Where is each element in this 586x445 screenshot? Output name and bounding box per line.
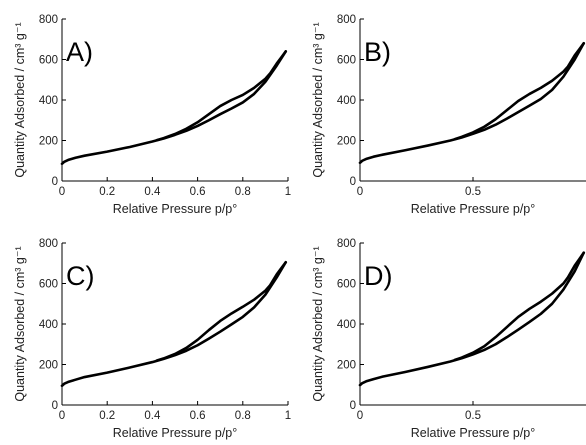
y-tick-label: 200 (337, 136, 356, 148)
y-tick-label: 400 (39, 95, 58, 107)
y-tick-label: 800 (39, 14, 58, 26)
x-tick-label: 0 (357, 186, 363, 198)
desorption-branch-line (453, 251, 586, 362)
y-tick-label: 400 (39, 319, 58, 331)
panel-letter: B) (364, 37, 391, 67)
adsorption-branch-line (60, 50, 288, 166)
y-tick-label: 800 (39, 238, 58, 250)
y-tick-label: 200 (39, 360, 58, 372)
y-tick-label: 0 (350, 176, 356, 188)
y-tick-label: 200 (337, 360, 356, 372)
x-tick-label: 0.4 (144, 410, 161, 422)
y-tick-label: 800 (337, 238, 356, 250)
x-tick-label: 0.6 (190, 186, 206, 198)
y-tick-label: 600 (337, 279, 356, 291)
panel-1: 0 200 400 600 800 0 0.2 0.4 0.6 0.8 1 Relative Pres… (13, 14, 291, 216)
x-tick-label: 0.8 (235, 186, 251, 198)
y-tick-label: 600 (39, 55, 58, 67)
y-tick-label: 400 (337, 95, 356, 107)
panel-4: 0 200 400 600 800 0 0.5 Relative Pressure p/p° Q… (311, 238, 586, 440)
y-tick-label: 0 (52, 400, 58, 412)
y-axis-title: Quantity Adsorbed / cm³ g⁻¹ (311, 22, 325, 177)
x-tick-label: 0.2 (99, 410, 115, 422)
x-tick-label: 0.2 (99, 186, 115, 198)
x-tick-label: 1 (285, 410, 291, 422)
y-tick-label: 600 (39, 279, 58, 291)
y-tick-label: 200 (39, 136, 58, 148)
x-axis-title: Relative Pressure p/p° (411, 426, 536, 440)
panel-2: 0 200 400 600 800 0 0.5 Relative Pressure p/p° Q… (311, 14, 586, 216)
x-tick-label: 0.8 (235, 410, 251, 422)
x-axis-title: Relative Pressure p/p° (411, 202, 536, 216)
x-tick-label: 0.6 (190, 410, 206, 422)
panel-letter: A) (66, 37, 93, 67)
adsorption-branch-line (60, 260, 288, 388)
desorption-branch-line (453, 42, 586, 141)
adsorption-branch-line (358, 251, 586, 387)
y-tick-label: 0 (350, 400, 356, 412)
y-tick-label: 0 (52, 176, 58, 188)
y-axis-title: Quantity Adsorbed / cm³ g⁻¹ (13, 246, 27, 401)
panel-3: 0 200 400 600 800 0 0.2 0.4 0.6 0.8 1 Relative Pres… (13, 238, 291, 440)
x-tick-label: 0 (59, 186, 65, 198)
x-axis-title: Relative Pressure p/p° (113, 426, 238, 440)
x-axis-title: Relative Pressure p/p° (113, 202, 238, 216)
x-tick-label: 0.4 (144, 186, 161, 198)
panel-letter: D) (364, 261, 393, 291)
y-tick-label: 400 (337, 319, 356, 331)
x-tick-label: 0.5 (465, 410, 481, 422)
desorption-branch-line (155, 260, 288, 362)
desorption-branch-line (155, 50, 288, 142)
panel-letter: C) (66, 261, 95, 291)
y-tick-label: 600 (337, 55, 356, 67)
x-tick-label: 1 (285, 186, 291, 198)
adsorption-branch-line (358, 42, 586, 165)
y-axis-title: Quantity Adsorbed / cm³ g⁻¹ (311, 246, 325, 401)
x-tick-label: 0 (357, 410, 363, 422)
y-tick-label: 800 (337, 14, 356, 26)
x-tick-label: 0.5 (465, 186, 481, 198)
y-axis-title: Quantity Adsorbed / cm³ g⁻¹ (13, 22, 27, 177)
x-tick-label: 0 (59, 410, 65, 422)
